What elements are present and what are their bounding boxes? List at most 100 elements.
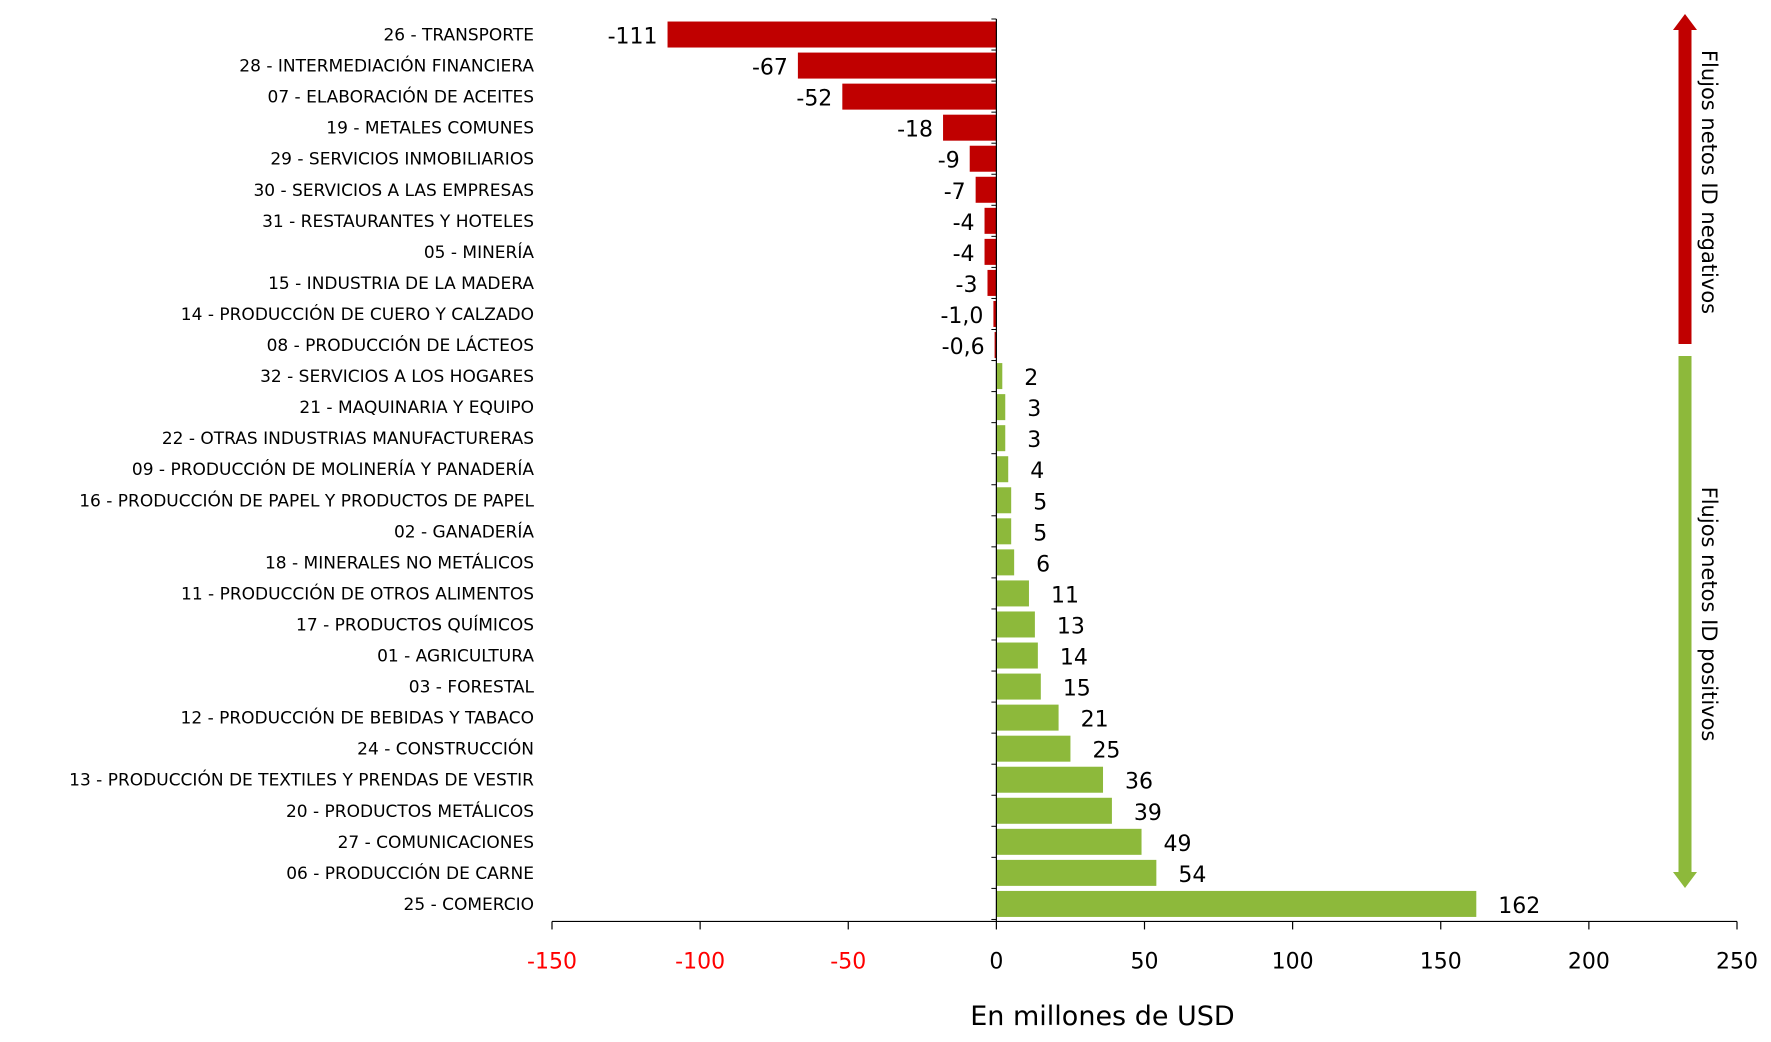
bar <box>996 425 1006 452</box>
data-label: -9 <box>938 149 960 174</box>
bar <box>984 207 997 234</box>
data-label: 49 <box>1164 832 1192 857</box>
data-label: -7 <box>944 180 966 205</box>
negative-arrow-shaft <box>1678 28 1692 344</box>
data-label: 21 <box>1081 708 1109 733</box>
category-label: 32 - SERVICIOS A LOS HOGARES <box>260 367 534 387</box>
bar <box>984 238 997 265</box>
bar <box>996 363 1003 390</box>
data-label: 6 <box>1036 552 1050 577</box>
bar <box>993 300 997 327</box>
category-label: 21 - MAQUINARIA Y EQUIPO <box>299 398 534 418</box>
category-label: 24 - CONSTRUCCIÓN <box>357 738 534 760</box>
arrow-down-icon <box>1673 872 1697 888</box>
x-tick-label: 150 <box>1420 949 1462 974</box>
category-label: 06 - PRODUCCIÓN DE CARNE <box>286 862 534 884</box>
data-label: 11 <box>1051 583 1079 608</box>
category-label: 09 - PRODUCCIÓN DE MOLINERÍA Y PANADERÍA <box>132 458 534 480</box>
bar <box>996 549 1015 576</box>
data-label: 5 <box>1033 521 1047 546</box>
data-label: -0,6 <box>942 335 985 360</box>
negative-flow-arrow <box>1673 14 1697 344</box>
bar <box>969 145 997 172</box>
bar <box>996 673 1041 700</box>
data-label: 36 <box>1125 770 1153 795</box>
x-tick-label: 250 <box>1716 949 1758 974</box>
category-label: 25 - COMERCIO <box>404 895 534 915</box>
data-label: -18 <box>897 118 933 143</box>
data-label: -111 <box>608 25 658 50</box>
bar <box>996 859 1157 886</box>
data-label: -52 <box>796 87 832 112</box>
positive-flow-arrow <box>1673 356 1697 888</box>
category-label: 20 - PRODUCTOS METÁLICOS <box>286 800 534 822</box>
category-label: 03 - FORESTAL <box>409 678 535 698</box>
bar <box>996 797 1112 824</box>
x-axis-ticks: -150 -100 -50 0 50 100 150 200 250 <box>527 921 1758 974</box>
category-label: 26 - TRANSPORTE <box>383 26 534 46</box>
positive-arrow-shaft <box>1678 356 1692 874</box>
bars-group <box>667 21 1477 917</box>
bar <box>996 611 1035 638</box>
data-label: 15 <box>1063 677 1091 702</box>
data-label: 14 <box>1060 646 1088 671</box>
data-label: 25 <box>1092 739 1120 764</box>
category-label: 27 - COMUNICACIONES <box>338 833 534 853</box>
category-labels: 26 - TRANSPORTE 28 - INTERMEDIACIÓN FINAN… <box>69 26 534 915</box>
bar <box>943 114 997 141</box>
data-label: -1,0 <box>940 304 983 329</box>
x-tick-label: 200 <box>1568 949 1610 974</box>
data-label: -67 <box>752 56 788 81</box>
bar <box>842 83 997 110</box>
data-label: 39 <box>1134 801 1162 826</box>
data-label: -4 <box>953 242 975 267</box>
category-label: 30 - SERVICIOS A LAS EMPRESAS <box>253 181 534 201</box>
category-label: 08 - PRODUCCIÓN DE LÁCTEOS <box>267 334 534 356</box>
bar <box>987 269 997 296</box>
category-label: 12 - PRODUCCIÓN DE BEBIDAS Y TABACO <box>181 707 534 729</box>
bar <box>797 52 997 79</box>
x-tick-label: -150 <box>527 949 577 974</box>
category-label: 05 - MINERÍA <box>424 241 535 263</box>
bar <box>996 456 1009 483</box>
category-label: 16 - PRODUCCIÓN DE PAPEL Y PRODUCTOS DE … <box>79 489 534 511</box>
data-label: 3 <box>1027 397 1041 422</box>
category-label: 11 - PRODUCCIÓN DE OTROS ALIMENTOS <box>181 582 534 604</box>
x-tick-label: 0 <box>989 949 1003 974</box>
data-label: -3 <box>956 273 978 298</box>
positive-flows-label: Flujos netos ID positivos <box>1697 487 1721 742</box>
negative-flows-label: Flujos netos ID negativos <box>1697 50 1721 314</box>
x-tick-label: -50 <box>830 949 866 974</box>
category-label: 29 - SERVICIOS INMOBILIARIOS <box>270 150 534 170</box>
y-axis-ticks <box>991 18 997 920</box>
x-tick-label: 100 <box>1272 949 1314 974</box>
category-label: 31 - RESTAURANTES Y HOTELES <box>262 212 534 232</box>
data-label: 4 <box>1030 459 1044 484</box>
bar <box>996 580 1029 607</box>
bar <box>996 890 1477 917</box>
bar <box>996 518 1012 545</box>
bar <box>667 21 997 48</box>
category-label: 13 - PRODUCCIÓN DE TEXTILES Y PRENDAS DE… <box>69 769 534 791</box>
x-axis-label: En millones de USD <box>970 1001 1234 1032</box>
bar <box>996 766 1104 793</box>
category-label: 14 - PRODUCCIÓN DE CUERO Y CALZADO <box>181 303 534 325</box>
value-labels: -111 -67 -52 -18-9 -7 -4 -4 -3 -1,0 -0,6 2 3 3 4 5 5 611… <box>608 25 1541 919</box>
bar <box>996 828 1142 855</box>
x-tick-label: -100 <box>675 949 725 974</box>
data-label: 162 <box>1498 894 1540 919</box>
category-label: 01 - AGRICULTURA <box>377 647 534 667</box>
bar <box>996 704 1059 731</box>
category-label: 15 - INDUSTRIA DE LA MADERA <box>268 274 534 294</box>
data-label: 13 <box>1057 614 1085 639</box>
category-label: 22 - OTRAS INDUSTRIAS MANUFACTURERAS <box>162 429 534 449</box>
category-label: 07 - ELABORACIÓN DE ACEITES <box>268 86 535 108</box>
category-label: 17 - PRODUCTOS QUÍMICOS <box>296 613 534 635</box>
bar <box>994 332 997 359</box>
bar <box>975 176 997 203</box>
bar <box>996 642 1038 669</box>
data-label: 5 <box>1033 490 1047 515</box>
data-label: 3 <box>1027 428 1041 453</box>
x-tick-label: 50 <box>1131 949 1159 974</box>
